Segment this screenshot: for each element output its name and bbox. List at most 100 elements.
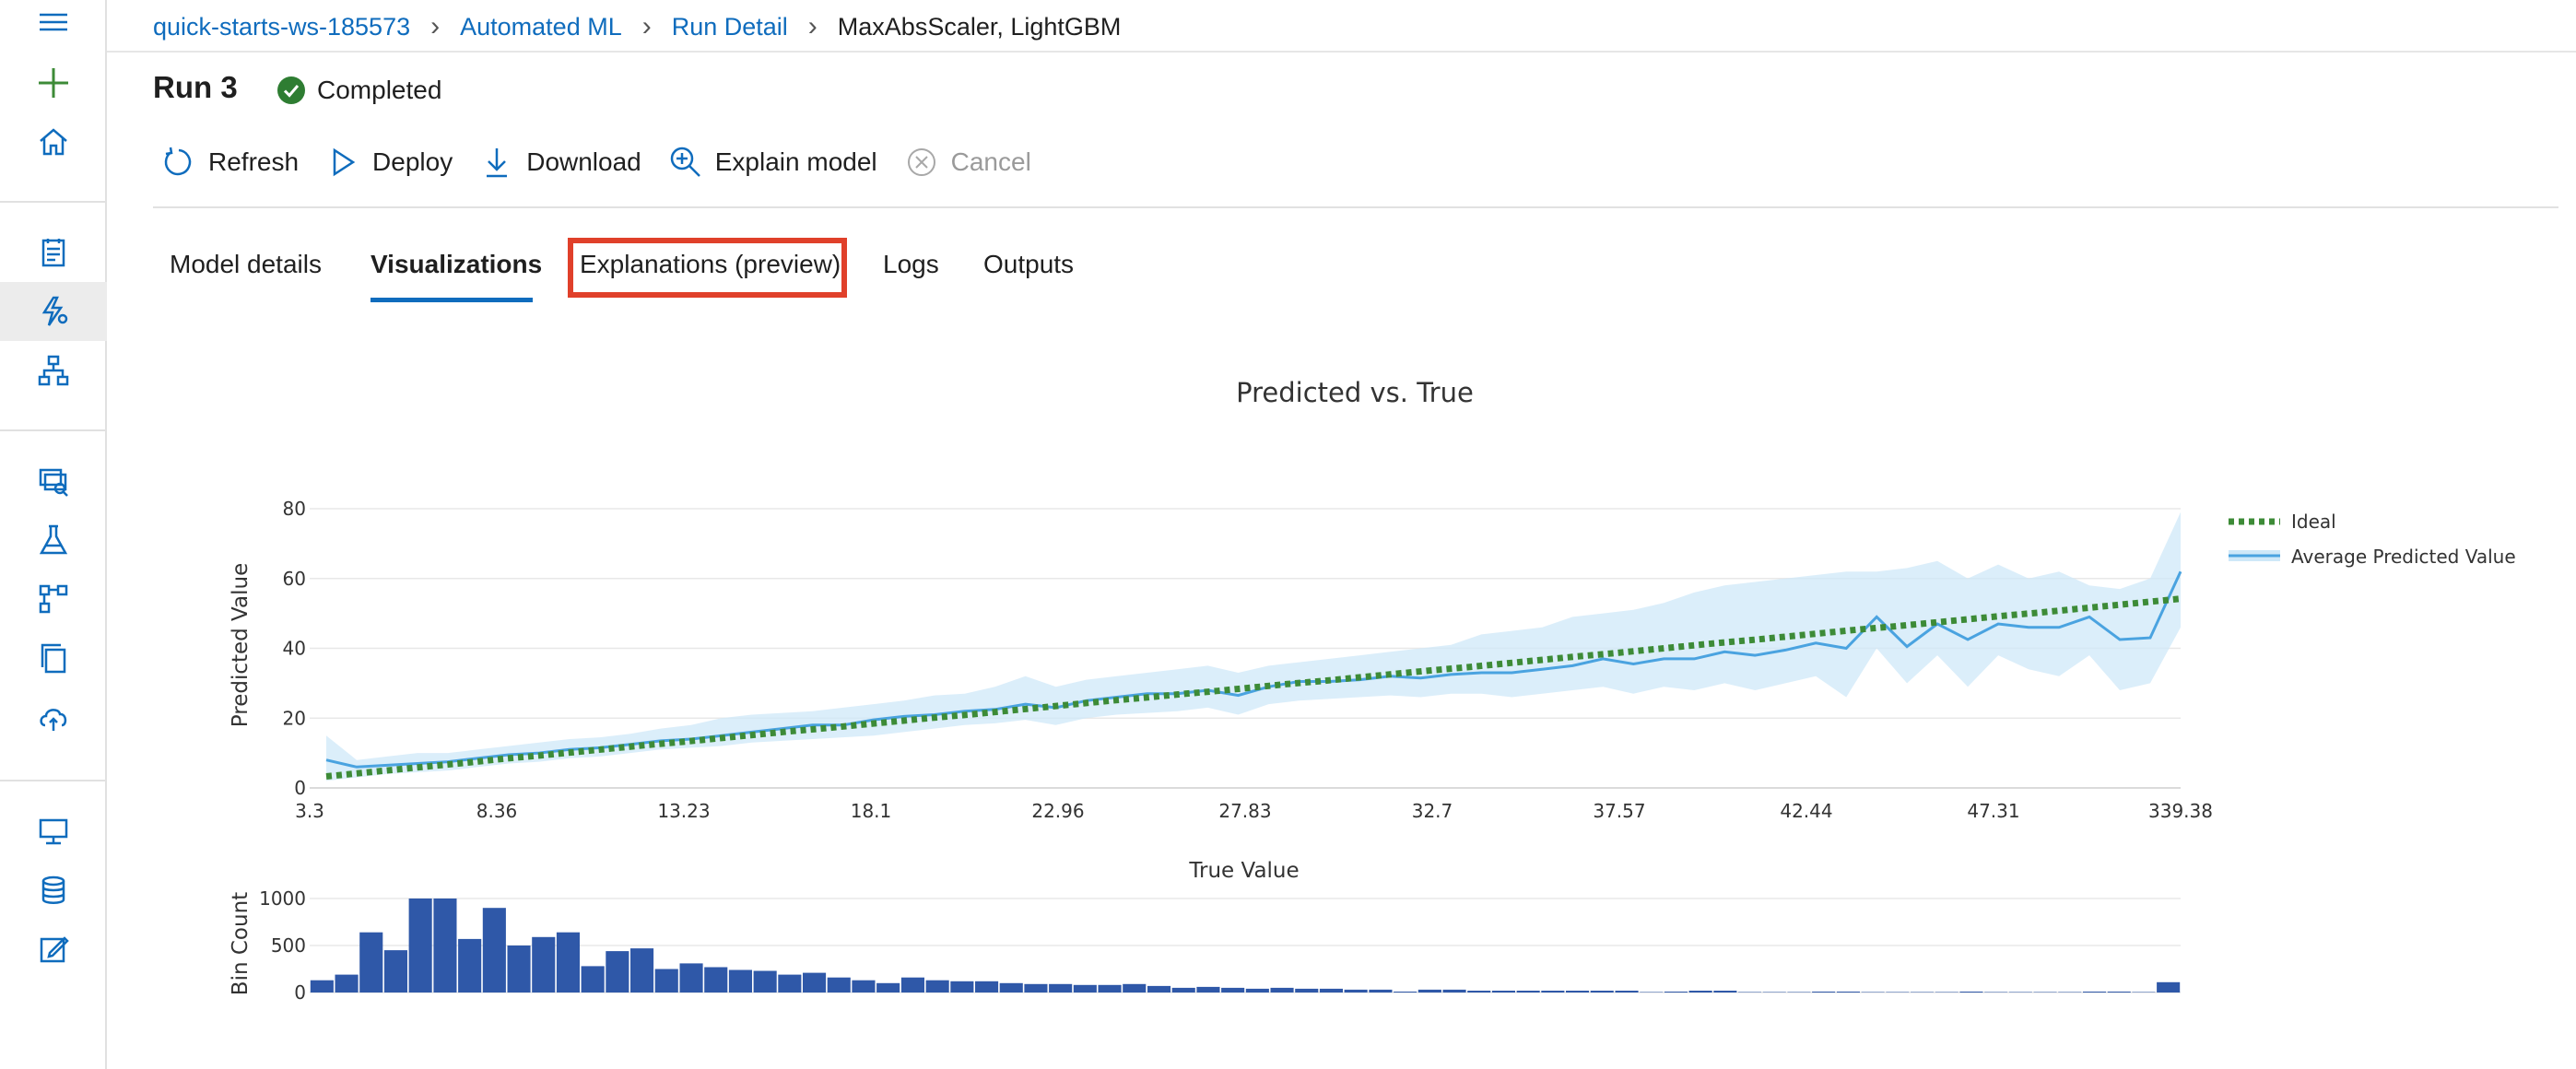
tab-explanations-preview[interactable]: Explanations (preview): [580, 241, 841, 302]
histogram-bar: [581, 966, 605, 993]
histogram-bar: [975, 981, 999, 993]
breadcrumb-run-detail[interactable]: Run Detail: [671, 12, 788, 41]
check-circle-icon: [277, 76, 305, 104]
histogram-bar: [1713, 991, 1737, 993]
status-badge: Completed: [276, 76, 441, 105]
histogram-bar: [1147, 985, 1171, 993]
chevron-right-icon: ›: [430, 11, 441, 41]
home-icon[interactable]: [0, 112, 107, 171]
selected-tab-indicator: [371, 298, 533, 302]
histogram-bar: [778, 974, 802, 993]
page-title: Run 3: [153, 70, 238, 104]
automl-icon[interactable]: [0, 282, 107, 341]
histogram-bar: [1688, 991, 1712, 993]
histogram-bar: [458, 938, 482, 993]
breadcrumb-workspace[interactable]: quick-starts-ws-185573: [153, 12, 411, 41]
x-tick-label: 18.1: [851, 800, 892, 822]
add-icon[interactable]: [0, 53, 107, 112]
y-tick-label: 0: [294, 981, 306, 1004]
datasets-icon[interactable]: [0, 452, 107, 511]
histogram-bar: [2157, 981, 2181, 993]
experiments-icon[interactable]: [0, 511, 107, 570]
refresh-label: Refresh: [208, 147, 300, 176]
menu-icon[interactable]: [0, 0, 107, 52]
histogram-bar: [482, 908, 506, 993]
predicted-vs-true-chart: Predicted vs. True 0 20 40 60 80 3.3 8.36 13.2…: [229, 377, 2516, 1004]
y-axis-title: Predicted Value: [229, 563, 253, 727]
refresh-button[interactable]: Refresh: [162, 146, 299, 179]
histogram-bar: [556, 932, 580, 993]
histogram-bar: [1615, 991, 1639, 993]
explain-model-button[interactable]: Explain model: [669, 146, 877, 179]
toolbar-divider: [153, 206, 2558, 208]
histogram-bar: [1491, 991, 1515, 993]
histogram-bar: [704, 967, 728, 993]
x-tick-label: 22.96: [1031, 800, 1084, 822]
histogram-y-axis-ticks: 0 500 1000: [259, 887, 306, 1004]
y-tick-label: 40: [283, 638, 306, 660]
tab-logs[interactable]: Logs: [883, 241, 939, 302]
zoom-in-icon: [670, 147, 700, 177]
histogram-bar: [1541, 991, 1565, 993]
histogram-bar: [1221, 987, 1245, 993]
histogram-bar: [1024, 983, 1048, 993]
pipelines-icon[interactable]: [0, 570, 107, 628]
legend-average-predicted: Average Predicted Value: [2291, 546, 2516, 568]
histogram-bar: [335, 974, 359, 993]
chevron-right-icon: ›: [641, 11, 652, 41]
labeling-icon[interactable]: [0, 920, 107, 979]
endpoints-icon[interactable]: [0, 687, 107, 746]
confidence-band-area: [326, 511, 2181, 781]
histogram-bar: [679, 963, 703, 993]
x-axis-ticks: 3.3 8.36 13.23 18.1 22.96 27.83 32.7 37.57 42.44…: [295, 800, 2213, 822]
left-nav-rail: [0, 0, 107, 1069]
histogram-bar: [1196, 986, 1220, 993]
legend-ideal: Ideal: [2291, 511, 2336, 533]
chart-title: Predicted vs. True: [1236, 377, 1474, 408]
download-button[interactable]: Download: [480, 146, 641, 179]
tab-label: Outputs: [983, 250, 1075, 278]
histogram-bar: [433, 899, 457, 993]
x-tick-label: 32.7: [1412, 800, 1453, 822]
tab-outputs[interactable]: Outputs: [983, 241, 1074, 302]
breadcrumb-automated-ml[interactable]: Automated ML: [460, 12, 622, 41]
download-label: Download: [526, 147, 641, 176]
y-tick-label: 80: [283, 498, 306, 520]
designer-icon[interactable]: [0, 341, 107, 400]
datastores-icon[interactable]: [0, 861, 107, 920]
histogram-bar: [2083, 992, 2107, 993]
histogram-bar: [999, 982, 1023, 993]
command-bar: Refresh Deploy Download Explain model Ca…: [162, 146, 1059, 179]
y-axis-ticks: 0 20 40 60 80: [283, 498, 306, 799]
histogram-bar: [630, 948, 654, 993]
histogram-bar: [1245, 988, 1269, 993]
models-icon[interactable]: [0, 628, 107, 687]
status-text: Completed: [317, 76, 442, 104]
deploy-button[interactable]: Deploy: [326, 146, 453, 179]
cancel-button[interactable]: Cancel: [905, 146, 1031, 179]
x-tick-label: 13.23: [657, 800, 710, 822]
tab-label: Logs: [883, 250, 939, 278]
tab-label: Model details: [170, 250, 322, 278]
histogram-bar: [2107, 992, 2131, 993]
histogram-y-axis-title: Bin Count: [229, 892, 253, 995]
histogram-bar: [900, 977, 924, 993]
tab-visualizations[interactable]: Visualizations: [371, 241, 542, 302]
tab-model-details[interactable]: Model details: [170, 241, 322, 302]
cancel-circle-icon: [907, 148, 935, 176]
notebook-icon[interactable]: [0, 223, 107, 282]
histogram-bar: [1836, 992, 1860, 993]
histogram-bar: [1295, 988, 1319, 993]
highlight-annotation-box: [568, 238, 847, 298]
x-tick-label: 339.38: [2148, 800, 2213, 822]
x-tick-label: 37.57: [1593, 800, 1645, 822]
explain-model-label: Explain model: [714, 147, 877, 176]
x-tick-label: 3.3: [295, 800, 324, 822]
histogram-bar: [803, 972, 827, 993]
header-divider: [107, 51, 2576, 53]
histogram-bar: [310, 980, 334, 993]
histogram-bar: [753, 970, 777, 993]
histogram-bar: [728, 969, 752, 993]
histogram-bar: [1516, 991, 1540, 993]
compute-icon[interactable]: [0, 802, 107, 861]
